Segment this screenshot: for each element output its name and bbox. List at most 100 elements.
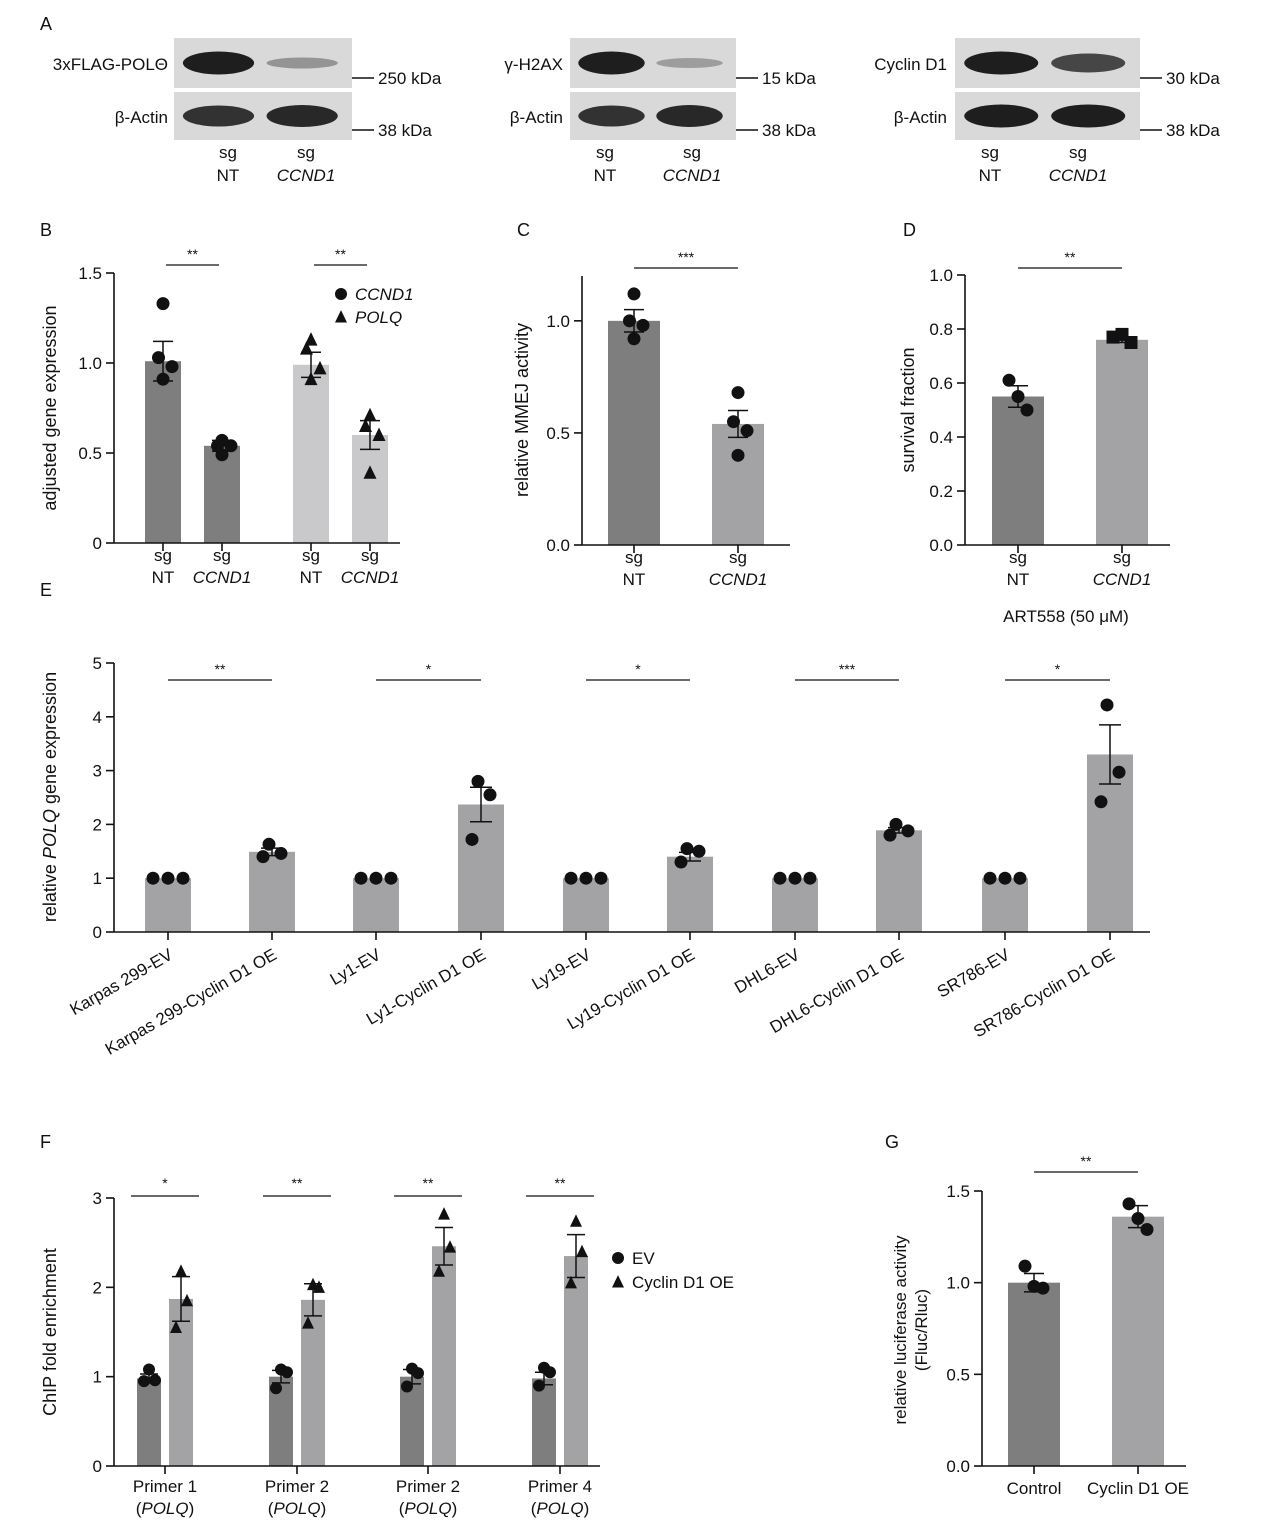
data-point — [803, 871, 817, 885]
panel-letter: E — [40, 580, 52, 600]
x-label: sg — [302, 546, 320, 565]
y-tick-label: 2 — [93, 815, 102, 834]
data-point — [983, 871, 997, 885]
blot-label: 3xFLAG-POLΘ — [53, 55, 168, 74]
data-point — [313, 360, 327, 375]
x-label: Primer 1 — [133, 1477, 197, 1496]
bar — [204, 445, 240, 543]
y-tick-label: 1.0 — [946, 1274, 970, 1293]
blot-band — [656, 58, 723, 68]
bar — [1008, 1282, 1060, 1466]
blot-label: γ-H2AX — [504, 55, 563, 74]
x-label: (POLQ) — [136, 1499, 195, 1518]
kda-marker: 30 kDa — [1166, 69, 1220, 88]
data-point — [384, 871, 398, 885]
significance-stars: ** — [215, 661, 226, 677]
lane-label: sg — [219, 143, 237, 162]
data-point — [1140, 1223, 1154, 1236]
y-axis-label: adjusted gene expression — [40, 305, 60, 510]
x-axis-title: ART558 (50 μM) — [1003, 607, 1129, 626]
data-point — [369, 871, 383, 885]
data-point — [1100, 698, 1114, 712]
paren: ( — [268, 1499, 274, 1518]
data-point — [181, 1293, 193, 1307]
data-point — [594, 871, 608, 885]
x-label: NT — [300, 568, 323, 587]
data-point — [152, 351, 165, 365]
data-point — [570, 1214, 582, 1227]
y-tick-label: 2 — [93, 1278, 102, 1297]
paren: ) — [584, 1499, 590, 1518]
data-point — [433, 1264, 445, 1277]
x-label: sg — [361, 546, 379, 565]
data-point — [731, 448, 745, 462]
data-point — [438, 1207, 450, 1220]
blot-band — [182, 51, 255, 75]
blot-band — [1051, 53, 1126, 73]
data-point — [302, 1316, 314, 1329]
data-point — [444, 1240, 456, 1253]
y-tick-label: 3 — [93, 762, 102, 781]
x-label: CCND1 — [193, 568, 252, 587]
data-point — [170, 1320, 182, 1334]
data-point — [1131, 1212, 1145, 1225]
data-point — [740, 424, 754, 438]
data-point — [138, 1375, 150, 1388]
data-point — [680, 842, 694, 856]
significance-stars: ** — [555, 1175, 566, 1191]
y-tick-label: 1.5 — [78, 264, 102, 283]
bar — [992, 396, 1044, 545]
y-axis-label: ChIP fold enrichment — [40, 1248, 60, 1416]
data-point — [579, 871, 593, 885]
blot-band — [1051, 104, 1126, 128]
significance-stars: *** — [678, 249, 695, 265]
lane-label: CCND1 — [1049, 166, 1108, 185]
x-label: NT — [152, 568, 175, 587]
panel-letter: C — [517, 220, 530, 240]
x-label: Primer 2 — [265, 1477, 329, 1496]
x-label: CCND1 — [709, 570, 768, 589]
x-label: Primer 4 — [528, 1477, 592, 1496]
blot-label: Cyclin D1 — [874, 55, 947, 74]
x-label: NT — [623, 570, 646, 589]
x-label: (POLQ) — [399, 1499, 458, 1518]
kda-marker: 250 kDa — [378, 69, 442, 88]
data-point — [1112, 765, 1126, 779]
data-point — [727, 415, 740, 429]
lane-label: sg — [683, 143, 701, 162]
x-label: sg — [213, 546, 231, 565]
blot-band — [656, 105, 723, 127]
blot-label: β-Actin — [115, 108, 168, 127]
x-label: (POLQ) — [268, 1499, 327, 1518]
x-label-gene: POLQ — [141, 1499, 188, 1518]
legend-label: Cyclin D1 OE — [632, 1273, 734, 1292]
y-axis-label: (Fluc/Rluc) — [912, 1289, 931, 1371]
data-point — [1094, 795, 1108, 809]
bar — [712, 423, 764, 545]
legend-label: POLQ — [355, 308, 402, 327]
y-tick-label: 1.5 — [946, 1182, 970, 1201]
bar — [249, 851, 295, 932]
y-tick-label: 0.0 — [929, 536, 953, 555]
panel-letter: A — [40, 14, 52, 34]
data-point — [564, 871, 578, 885]
data-point — [1036, 1281, 1050, 1295]
data-point — [788, 871, 802, 885]
panel-letter: D — [903, 220, 916, 240]
data-point — [143, 1363, 155, 1376]
x-label: sg — [154, 546, 172, 565]
legend-label: CCND1 — [355, 285, 414, 304]
data-point — [149, 1374, 161, 1387]
data-point — [335, 310, 347, 323]
data-point — [773, 871, 787, 885]
paren: ( — [531, 1499, 537, 1518]
data-point — [998, 871, 1012, 885]
bar — [667, 856, 713, 932]
x-label-gene: POLQ — [404, 1499, 451, 1518]
y-tick-label: 0.0 — [946, 1457, 970, 1476]
x-label: DHL6-EV — [731, 945, 803, 998]
data-point — [359, 418, 372, 432]
x-label: Control — [1007, 1479, 1062, 1498]
data-point — [224, 439, 238, 453]
